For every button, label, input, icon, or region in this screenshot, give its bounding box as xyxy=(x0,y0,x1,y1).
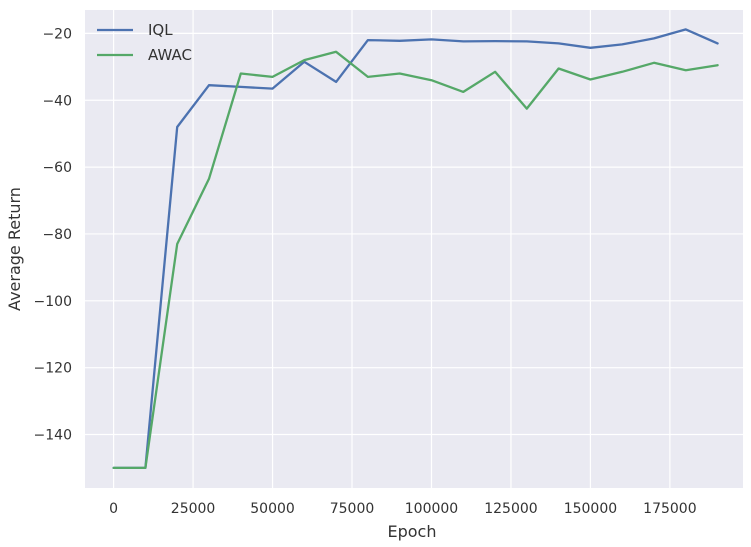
series-iql xyxy=(112,28,719,470)
y-tick-label: −140 xyxy=(34,428,72,444)
y-tick-label: −80 xyxy=(42,227,72,243)
x-tick-labels: 0 25000 50000 75000 100000 125000 150000 175000 xyxy=(109,501,696,517)
x-tick-label: 50000 xyxy=(250,501,295,517)
y-tick-label: −120 xyxy=(34,361,72,377)
series-lines xyxy=(112,28,719,470)
awac-line xyxy=(112,50,719,470)
x-tick-label: 175000 xyxy=(643,501,696,517)
legend-label-iql: IQL xyxy=(148,21,173,39)
y-tick-labels: −20 −40 −60 −80 −100 −120 −140 xyxy=(34,26,72,443)
x-tick-label: 150000 xyxy=(564,501,617,517)
x-tick-label: 125000 xyxy=(484,501,537,517)
x-tick-label: 75000 xyxy=(330,501,375,517)
x-axis-label: Epoch xyxy=(388,522,437,541)
y-tick-label: −20 xyxy=(42,26,72,42)
y-tick-label: −40 xyxy=(42,93,72,109)
plot-background xyxy=(85,10,743,488)
y-axis-label: Average Return xyxy=(5,187,24,311)
y-tick-label: −100 xyxy=(34,294,72,310)
iql-line xyxy=(112,28,719,470)
y-tick-label: −60 xyxy=(42,160,72,176)
series-awac xyxy=(112,50,719,470)
x-tick-label: 0 xyxy=(109,501,118,517)
legend: IQL AWAC xyxy=(97,21,192,64)
legend-label-awac: AWAC xyxy=(148,46,192,64)
x-tick-label: 25000 xyxy=(171,501,216,517)
x-tick-label: 100000 xyxy=(405,501,458,517)
